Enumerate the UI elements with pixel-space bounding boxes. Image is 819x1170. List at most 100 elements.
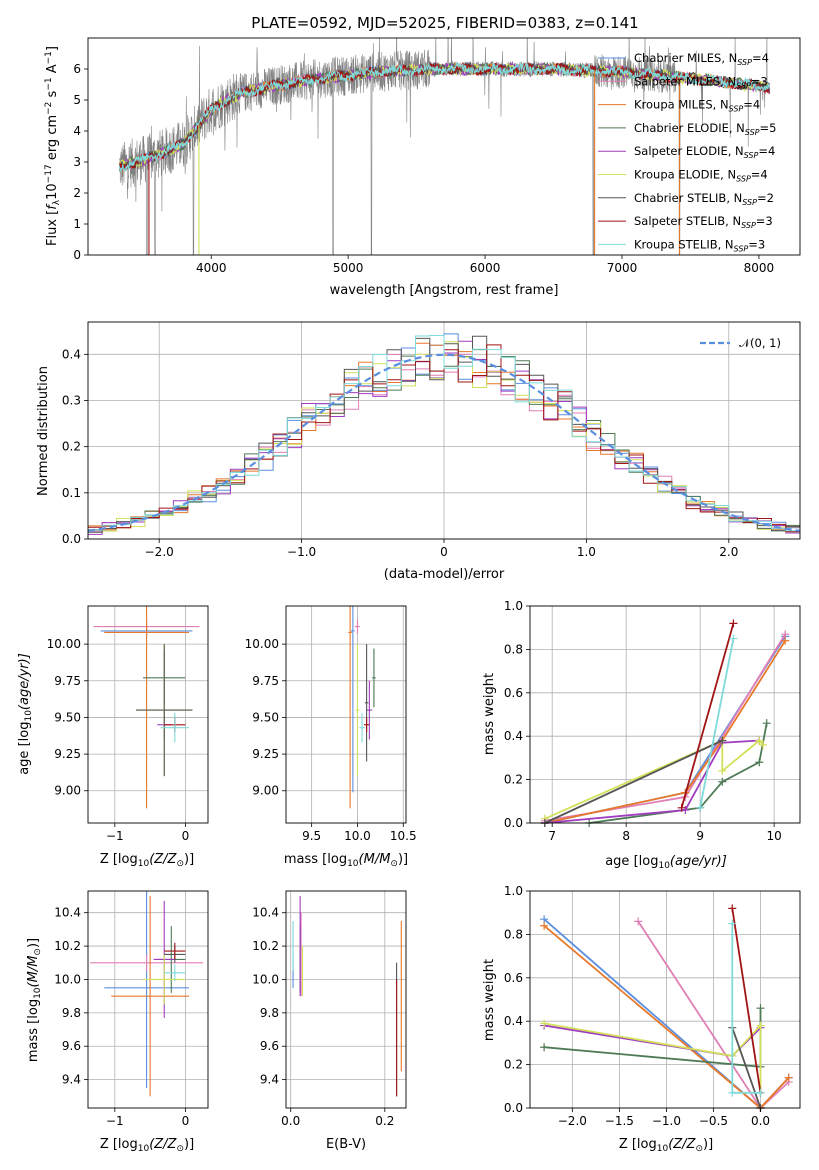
age-vs-metallicity-panel: −1 0 9.00 9.25 9.50 9.75 10.00 Z [log10(Z/Z⊙)]… <box>17 605 209 869</box>
weight-vs-age-panel: 7 8 9 10 0.0 0.2 0.4 0.6 0.8 1.0 age [log10(age/y… <box>482 599 801 871</box>
x-tick-label: 0.0 <box>281 1114 300 1128</box>
kroupa-miles-weight-line <box>544 640 786 824</box>
y-tick-label: 6 <box>73 62 81 76</box>
y-tick-label: 0.1 <box>62 486 81 500</box>
y-tick-label: 0.4 <box>504 1014 523 1028</box>
chabrier-elodie-weight-marker <box>718 777 727 786</box>
x-tick-label: −1.5 <box>605 1114 634 1128</box>
kroupa-miles-weight-marker <box>540 921 549 930</box>
kroupa-stelib-legend-label: Kroupa STELIB, NSSP=3 <box>634 237 765 253</box>
salpeter-stelib-weight-marker <box>729 619 738 628</box>
y-tick-label: 9.8 <box>260 1006 279 1020</box>
y-tick-label: 0.0 <box>504 1101 523 1115</box>
y-tick-label: 9.50 <box>54 710 81 724</box>
mass-vs-ebv-frame <box>285 890 407 1109</box>
x-tick-label: 0.2 <box>375 1114 394 1128</box>
y-tick-label: 10.00 <box>245 637 279 651</box>
y-tick-label: 9.25 <box>252 747 279 761</box>
kroupa-elodie-weight-marker <box>759 740 768 749</box>
age-vs-metallicity-errorbars <box>93 606 200 809</box>
spectrum-xlabel: wavelength [Angstrom, rest frame] <box>330 283 559 298</box>
mass-vs-ebv-panel: 0.0 0.2 9.4 9.6 9.8 10.0 10.2 10.4 E(B-V) <box>252 890 407 1152</box>
x-tick-label: −2.0 <box>145 545 174 559</box>
x-tick-label: 0 <box>440 545 448 559</box>
age-vs-mass-frame <box>285 605 407 824</box>
kroupa-stelib-weight-line <box>699 638 735 808</box>
salpeter-stelib-weight-line <box>680 623 735 809</box>
y-tick-label: 0 <box>73 248 81 262</box>
y-tick-label: 10.00 <box>47 637 81 651</box>
y-tick-label: 9.8 <box>62 1006 81 1020</box>
spectrum-ylabel: Flux [fλ10−17 erg cm−2 s−1 A−1] <box>44 46 62 246</box>
x-tick-label: 0 <box>182 829 190 843</box>
kroupa-miles-weight-marker <box>781 636 790 645</box>
x-tick-label: 9.5 <box>302 829 321 843</box>
x-tick-label: 6000 <box>470 261 501 275</box>
kroupa-stelib-weight-marker <box>729 634 738 643</box>
x-tick-label: 7000 <box>607 261 638 275</box>
y-tick-label: 3 <box>73 155 81 169</box>
chabrier-elodie-weight-marker <box>540 1043 549 1052</box>
salpeter-miles-legend-label: Salpeter MILES, NSSP=3 <box>634 74 768 90</box>
salpeter-stelib-legend-label: Salpeter STELIB, NSSP=3 <box>634 214 773 230</box>
x-tick-label: 10.5 <box>390 829 417 843</box>
y-tick-label: 0.3 <box>62 393 81 407</box>
y-tick-label: 9.6 <box>260 1039 279 1053</box>
weight-vs-metallicity-xlabel: Z [log10(Z/Z⊙)] <box>619 1137 713 1154</box>
x-tick-label: 10.0 <box>344 829 371 843</box>
x-tick-label: −1.0 <box>287 545 316 559</box>
y-tick-label: 10.4 <box>54 906 81 920</box>
salpeter-stelib-weight-marker <box>677 803 686 812</box>
chabrier-stelib-weight-line <box>731 1027 762 1109</box>
age-vs-mass-gridlines <box>286 606 406 823</box>
weight-vs-age-lines <box>540 619 790 827</box>
age-vs-metallicity-frame <box>87 605 209 824</box>
mass-vs-metallicity-ylabel: mass [log10(M/M⊙)] <box>26 938 43 1062</box>
y-tick-label: 10.2 <box>252 939 279 953</box>
x-tick-label: 0.0 <box>751 1114 770 1128</box>
kroupa-elodie-weight-marker <box>718 766 727 775</box>
y-tick-label: 1.0 <box>504 884 523 898</box>
kroupa-elodie-legend-label: Kroupa ELODIE, NSSP=4 <box>634 168 768 184</box>
weight-vs-age-ticks: 7 8 9 10 0.0 0.2 0.4 0.6 0.8 1.0 <box>504 599 782 843</box>
y-tick-label: 0.4 <box>62 347 81 361</box>
salpeter-miles-weight-marker <box>634 917 643 926</box>
kroupa-miles-legend-label: Kroupa MILES, NSSP=4 <box>634 98 760 114</box>
kroupa-elodie-weight-marker <box>756 1021 765 1030</box>
y-tick-label: 0.4 <box>504 729 523 743</box>
figure-title: PLATE=0592, MJD=52025, FIBERID=0383, z=0… <box>251 14 638 32</box>
y-tick-label: 9.75 <box>252 674 279 688</box>
y-tick-label: 0.2 <box>62 440 81 454</box>
kroupa-elodie-weight-marker <box>540 1019 549 1028</box>
mass-vs-metallicity-gridlines <box>88 891 208 1108</box>
y-tick-label: 10.2 <box>54 939 81 953</box>
residuals-ylabel: Normed distribution <box>36 366 51 496</box>
chabrier-stelib-weight-marker <box>718 736 727 745</box>
age-vs-metallicity-xlabel: Z [log10(Z/Z⊙)] <box>100 852 194 869</box>
weight-vs-age-frame <box>529 605 801 824</box>
x-tick-label: 1.0 <box>577 545 596 559</box>
chabrier-elodie-weight-marker <box>762 719 771 728</box>
y-tick-label: 2 <box>73 186 81 200</box>
mass-vs-metallicity-errorbars <box>90 891 204 1097</box>
y-tick-label: 0.2 <box>504 773 523 787</box>
y-tick-label: 9.50 <box>252 710 279 724</box>
kroupa-elodie-weight-marker <box>755 736 764 745</box>
kroupa-stelib-model-line <box>119 60 771 173</box>
x-tick-label: −1.0 <box>652 1114 681 1128</box>
x-tick-label: −1 <box>106 1114 124 1128</box>
y-tick-label: 0.0 <box>504 816 523 830</box>
weight-vs-age-xlabel: age [log10(age/yr)] <box>605 854 727 871</box>
x-tick-label: 9 <box>696 829 704 843</box>
spectrum-lines <box>119 38 771 255</box>
y-tick-label: 0.6 <box>504 686 523 700</box>
residuals-legend: 𝒩(0, 1) <box>700 336 781 350</box>
chabrier-elodie-weight-marker <box>756 1004 765 1013</box>
residuals-histograms <box>87 333 801 535</box>
age-vs-metallicity-ticks: −1 0 9.00 9.25 9.50 9.75 10.00 <box>47 637 190 843</box>
y-tick-label: 0.6 <box>504 971 523 985</box>
x-tick-label: 8000 <box>744 261 775 275</box>
residuals-xlabel: (data-model)/error <box>384 567 505 582</box>
age-vs-mass-panel: 9.5 10.0 10.5 9.00 9.25 9.50 9.75 10.00 mass [l… <box>245 605 417 869</box>
